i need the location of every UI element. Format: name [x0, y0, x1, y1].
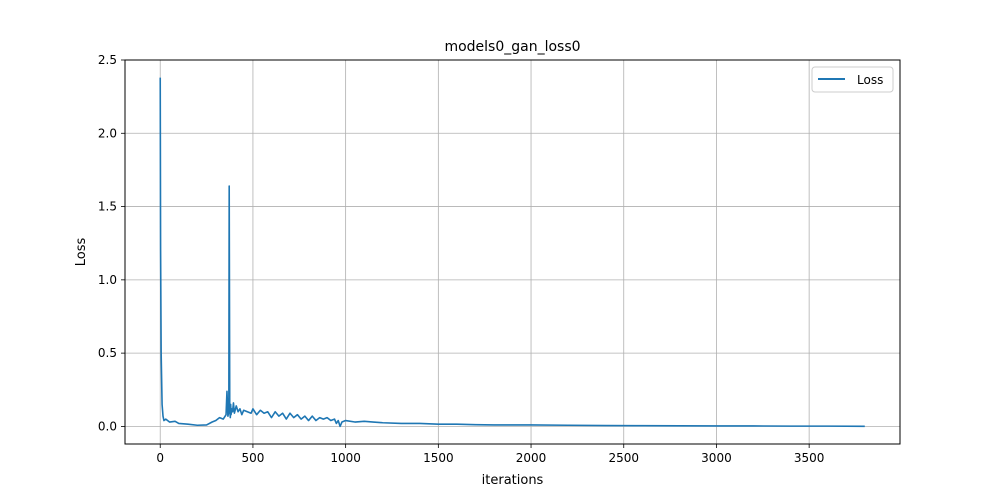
y-tick-label: 0.5 [98, 346, 117, 360]
legend-box [811, 66, 894, 93]
y-tick-label: 2.0 [98, 126, 117, 140]
x-tick-label: 1000 [330, 451, 361, 465]
y-axis-ticks: 0.0 0.5 1.0 1.5 2.0 2.5 [98, 53, 125, 433]
x-tick-label: 2500 [608, 451, 639, 465]
x-tick-label: 2000 [516, 451, 547, 465]
x-tick-label: 3500 [794, 451, 825, 465]
legend-label-loss: Loss [857, 73, 883, 87]
x-axis-ticks: 0 500 1000 1500 2000 2500 3000 3500 [156, 444, 824, 465]
series-layer [159, 77, 865, 428]
x-tick-label: 1500 [423, 451, 454, 465]
x-axis-label: iterations [482, 473, 544, 488]
legend: Loss [811, 66, 894, 93]
y-tick-label: 1.5 [98, 200, 117, 214]
y-tick-label: 1.0 [98, 273, 117, 287]
series-line-loss [159, 77, 865, 428]
chart-title: models0_gan_loss0 [444, 39, 580, 55]
plot-frame [124, 59, 901, 445]
y-tick-label: 2.5 [98, 53, 117, 67]
x-tick-label: 3000 [701, 451, 732, 465]
x-tick-label: 0 [156, 451, 164, 465]
y-axis-label: Loss [74, 238, 89, 267]
x-tick-label: 500 [241, 451, 264, 465]
y-tick-label: 0.0 [98, 419, 117, 433]
